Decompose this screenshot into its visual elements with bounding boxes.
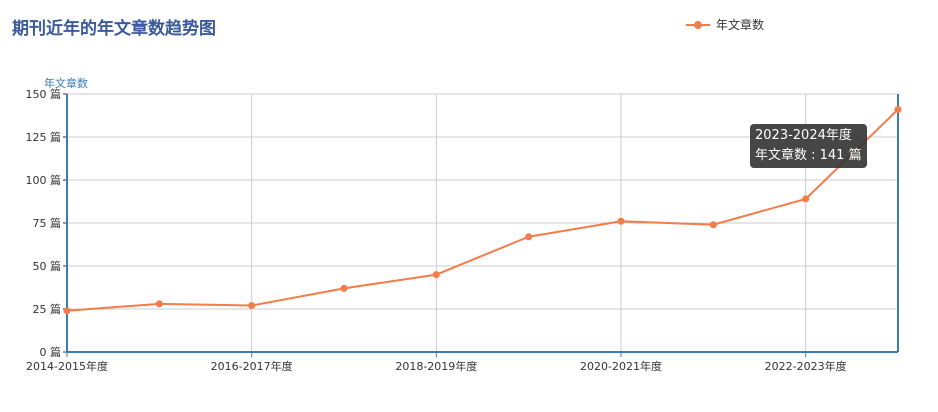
x-tick-label: 2014-2015年度 [26, 359, 108, 373]
data-point [340, 284, 348, 292]
legend-label: 年文章数 [716, 18, 765, 32]
data-point [525, 233, 533, 241]
x-tick-label: 2020-2021年度 [580, 359, 662, 373]
y-tick-label: 150 篇 [26, 87, 62, 101]
y-tick-label: 50 篇 [33, 259, 62, 273]
data-point [155, 300, 163, 308]
tooltip: 2023-2024年度 年文章数 : 141 篇 [750, 124, 867, 168]
x-tick-label: 2022-2023年度 [765, 359, 847, 373]
x-tick-label: 2018-2019年度 [395, 359, 477, 373]
data-point [894, 105, 902, 113]
x-tick-label: 2016-2017年度 [211, 359, 293, 373]
tooltip-title: 2023-2024年度 [755, 128, 852, 143]
y-tick-label: 0 篇 [40, 345, 62, 359]
data-point [432, 271, 440, 279]
data-point [63, 307, 71, 315]
legend[interactable]: 年文章数 [686, 16, 764, 33]
legend-line-marker-icon [686, 20, 710, 29]
y-axis-label: 年文章数 [44, 77, 88, 90]
data-point [617, 217, 625, 225]
data-point [709, 221, 717, 229]
y-tick-label: 25 篇 [33, 302, 62, 316]
y-tick-label: 125 篇 [26, 130, 62, 144]
series-line [66, 108, 899, 312]
data-point [248, 302, 256, 310]
data-point [802, 195, 810, 203]
chart-title: 期刊近年的年文章数趋势图 [12, 19, 216, 39]
y-tick-label: 100 篇 [26, 173, 62, 187]
tooltip-value: 年文章数 : 141 篇 [755, 148, 862, 163]
y-tick-label: 75 篇 [33, 216, 62, 230]
